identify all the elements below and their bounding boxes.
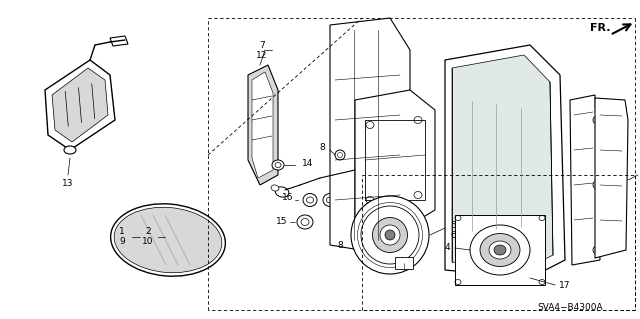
- Text: 13: 13: [62, 179, 74, 188]
- Ellipse shape: [303, 194, 317, 206]
- Ellipse shape: [595, 248, 599, 252]
- Text: 11: 11: [639, 177, 640, 187]
- Text: 10: 10: [142, 238, 154, 247]
- Text: 15: 15: [276, 218, 288, 226]
- Text: 14: 14: [302, 159, 314, 167]
- Polygon shape: [330, 18, 410, 255]
- Ellipse shape: [593, 246, 601, 254]
- Text: SVA4−B4300A: SVA4−B4300A: [537, 303, 603, 313]
- Ellipse shape: [275, 162, 281, 167]
- Ellipse shape: [593, 181, 601, 189]
- Bar: [395, 257, 413, 269]
- Polygon shape: [570, 95, 600, 265]
- Ellipse shape: [385, 230, 395, 240]
- Ellipse shape: [351, 196, 429, 274]
- Text: 12: 12: [256, 50, 268, 60]
- Text: 7: 7: [259, 41, 265, 49]
- Ellipse shape: [489, 241, 511, 259]
- Polygon shape: [52, 68, 108, 142]
- Ellipse shape: [323, 194, 337, 206]
- Polygon shape: [45, 60, 115, 150]
- Polygon shape: [595, 98, 628, 258]
- Ellipse shape: [335, 150, 345, 160]
- Ellipse shape: [301, 219, 309, 226]
- Ellipse shape: [593, 116, 601, 124]
- Text: 17: 17: [559, 280, 571, 290]
- Ellipse shape: [275, 187, 289, 197]
- Ellipse shape: [114, 207, 222, 273]
- Text: 16: 16: [282, 194, 294, 203]
- Text: 8: 8: [319, 144, 325, 152]
- Polygon shape: [452, 55, 553, 270]
- Ellipse shape: [494, 245, 506, 255]
- Polygon shape: [110, 36, 128, 46]
- Ellipse shape: [380, 225, 400, 245]
- Ellipse shape: [64, 146, 76, 154]
- Ellipse shape: [271, 185, 279, 191]
- Bar: [365, 120, 425, 200]
- Ellipse shape: [372, 218, 408, 253]
- Text: 6: 6: [450, 231, 456, 240]
- Text: 2: 2: [145, 227, 151, 236]
- Ellipse shape: [595, 183, 599, 187]
- Text: 5: 5: [450, 220, 456, 229]
- Text: FR.: FR.: [589, 23, 611, 33]
- Text: 9: 9: [119, 238, 125, 247]
- Ellipse shape: [297, 215, 313, 229]
- Polygon shape: [445, 45, 565, 278]
- Ellipse shape: [111, 204, 225, 276]
- Bar: [455, 215, 545, 285]
- Text: 8: 8: [337, 241, 343, 249]
- Ellipse shape: [470, 225, 530, 275]
- Ellipse shape: [337, 152, 342, 158]
- Text: 4: 4: [444, 243, 450, 253]
- Polygon shape: [248, 65, 278, 185]
- Ellipse shape: [480, 234, 520, 266]
- Ellipse shape: [307, 197, 314, 203]
- Ellipse shape: [361, 206, 419, 264]
- Ellipse shape: [272, 160, 284, 170]
- Polygon shape: [252, 72, 273, 178]
- Text: 1: 1: [119, 227, 125, 236]
- Polygon shape: [355, 90, 435, 225]
- Ellipse shape: [326, 197, 333, 203]
- Ellipse shape: [595, 118, 599, 122]
